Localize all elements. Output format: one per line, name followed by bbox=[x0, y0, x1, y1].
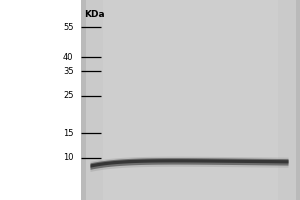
Bar bbox=[81, 0, 85, 200]
Text: 35: 35 bbox=[63, 66, 74, 75]
Text: 40: 40 bbox=[63, 52, 74, 62]
Bar bbox=[296, 0, 300, 200]
Bar bbox=[103, 0, 278, 200]
Text: 25: 25 bbox=[63, 92, 74, 100]
Bar bbox=[0, 0, 81, 200]
Text: KDa: KDa bbox=[84, 10, 105, 19]
Bar bbox=[81, 0, 300, 200]
Text: 55: 55 bbox=[63, 22, 74, 31]
Text: 15: 15 bbox=[63, 129, 74, 138]
Text: 10: 10 bbox=[63, 154, 74, 162]
